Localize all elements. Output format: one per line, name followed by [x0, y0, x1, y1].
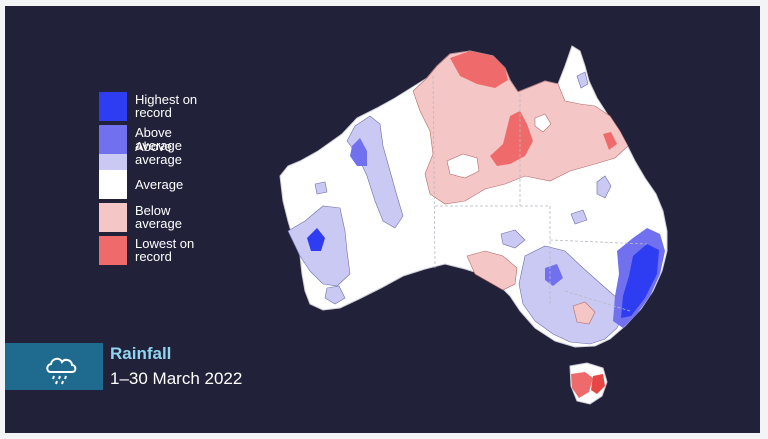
legend-label-above: Above average	[135, 139, 182, 167]
cape-york-above-patch	[576, 71, 589, 89]
legend-swatch-much-above	[99, 125, 127, 154]
southeast-much-above-region	[545, 264, 563, 286]
central-above-blob-2	[596, 175, 612, 199]
legend-label: Lowest on record	[135, 236, 195, 264]
map-title: Rainfall	[110, 344, 172, 363]
east-coast-highest-region	[621, 244, 659, 318]
map-period: 1–30 March 2022	[110, 369, 243, 388]
north-very-low-region	[450, 51, 508, 88]
state-borders	[432, 75, 648, 312]
title-band	[5, 343, 103, 390]
central-above-blob	[500, 229, 526, 249]
east-very-low-region	[603, 132, 617, 150]
north-average-island	[446, 153, 480, 179]
southeast-below-patch	[572, 301, 596, 325]
legend: Highest on record Above average Average …	[99, 92, 249, 269]
legend-swatch-average	[99, 170, 127, 199]
legend-item: Above average	[99, 125, 249, 158]
tasmania-below-region	[571, 372, 593, 398]
legend-item: Lowest on record	[99, 236, 249, 269]
gulf-very-low-region	[490, 111, 533, 166]
legend-label: Above average	[135, 125, 182, 153]
rain-cloud-icon	[46, 357, 77, 385]
southwest-above-small	[324, 285, 346, 305]
legend-swatch-below	[99, 203, 127, 232]
legend-item: Highest on record	[99, 92, 249, 125]
legend-item: Average	[99, 170, 249, 203]
legend-swatch-lowest	[99, 236, 127, 265]
southwest-much-above-region	[307, 228, 325, 251]
legend-label: Average	[135, 177, 184, 192]
legend-label: Highest on record	[135, 92, 198, 120]
south-central-below-region	[466, 250, 518, 291]
legend-swatch-highest	[99, 92, 127, 121]
north-average-island-2	[534, 113, 552, 133]
australia-rainfall-map	[279, 45, 668, 405]
tasmania-very-low-region	[591, 374, 605, 394]
west-much-above-streak	[350, 138, 367, 166]
legend-item: Below average	[99, 203, 249, 236]
legend-label: Below average	[135, 203, 182, 231]
map-frame: Highest on record Above average Average …	[5, 6, 760, 433]
central-above-blob-3	[570, 209, 588, 225]
west-above-blob	[314, 181, 328, 195]
